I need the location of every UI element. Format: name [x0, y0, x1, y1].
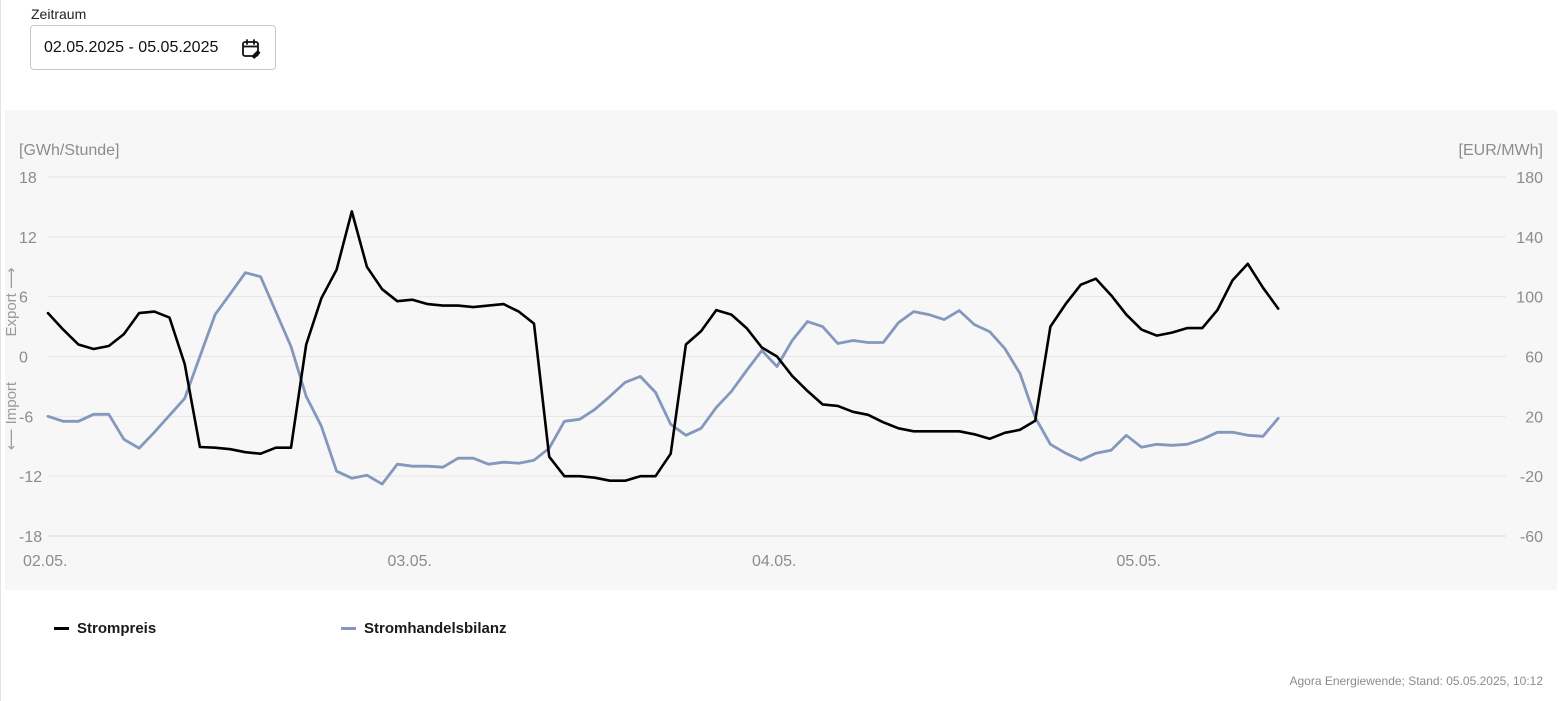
source-note: Agora Energiewende; Stand: 05.05.2025, 1…	[1289, 674, 1543, 688]
right-axis-label: [EUR/MWh]	[1459, 142, 1543, 159]
left-tick-label: 0	[19, 350, 28, 367]
left-tick-label: 6	[19, 290, 28, 307]
left-tick-label: 12	[19, 230, 37, 247]
legend-swatch-strompreis	[54, 626, 69, 630]
left-tick-label: -18	[19, 529, 42, 546]
right-tick-label: 60	[1525, 350, 1543, 367]
series-line-stromhandelsbilanz	[46, 271, 1280, 486]
legend-swatch-stromhandelsbilanz	[341, 626, 356, 630]
x-tick-label: 03.05.	[388, 553, 432, 570]
import-annotation: ⟵ Import	[5, 381, 20, 450]
calendar-edit-icon[interactable]	[240, 37, 264, 61]
x-tick-label: 05.05.	[1117, 553, 1161, 570]
right-tick-label: -60	[1520, 529, 1543, 546]
left-axis-label: [GWh/Stunde]	[19, 142, 120, 159]
period-label: Zeitraum	[31, 6, 87, 22]
legend-label-strompreis: Strompreis	[77, 619, 157, 637]
legend-item-stromhandelsbilanz[interactable]: Stromhandelsbilanz	[341, 618, 507, 638]
left-tick-label: -6	[19, 409, 33, 426]
date-range-input[interactable]: 02.05.2025 - 05.05.2025	[30, 25, 276, 70]
right-tick-label: 100	[1516, 290, 1543, 307]
series-line-strompreis	[46, 210, 1280, 482]
x-tick-label: 02.05.	[23, 553, 67, 570]
left-tick-label: 18	[19, 170, 37, 187]
right-tick-label: 140	[1516, 230, 1543, 247]
export-annotation: Export ⟶	[5, 267, 20, 336]
legend-item-strompreis[interactable]: Strompreis	[54, 618, 156, 638]
x-tick-label: 04.05.	[752, 553, 796, 570]
chart-panel: 18 12 6 0 -6 -12 -18 180 140 100 60 20 -20 -60 [GWh/St…	[3, 110, 1557, 590]
page-left-border	[0, 0, 1, 701]
left-tick-label: -12	[19, 469, 42, 486]
right-tick-label: -20	[1520, 469, 1543, 486]
right-tick-label: 20	[1525, 409, 1543, 426]
line-chart[interactable]: 181260-6-12-181801401006020-20-60[GWh/St…	[3, 110, 1557, 590]
date-range-value[interactable]: 02.05.2025 - 05.05.2025	[44, 39, 219, 56]
right-tick-label: 180	[1516, 170, 1543, 187]
legend-label-stromhandelsbilanz: Stromhandelsbilanz	[364, 619, 507, 637]
